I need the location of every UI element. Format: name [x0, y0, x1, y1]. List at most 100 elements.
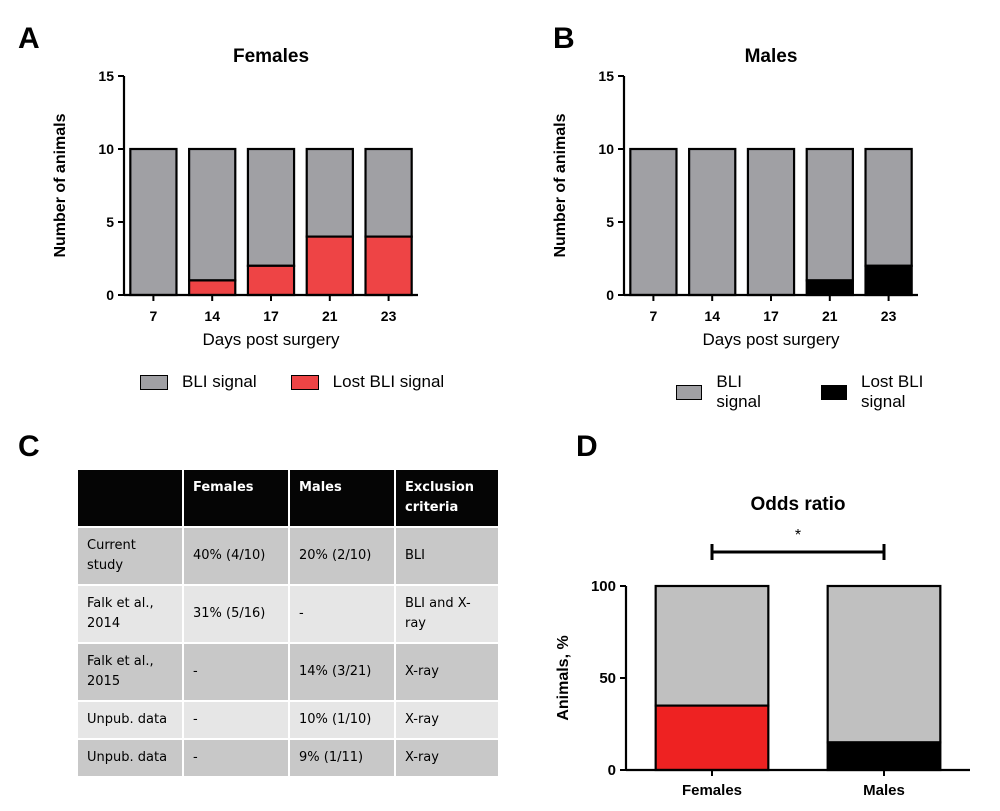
bar-segment-lost: [864, 264, 913, 297]
legend-females: BLI signal Lost BLI signal: [140, 372, 478, 392]
bar-segment-bli: [805, 147, 854, 282]
y-axis-title: Number of animals: [552, 113, 569, 257]
bar-segment-lost: [246, 264, 296, 297]
y-tick-label: 15: [98, 68, 114, 84]
table-cell: 40% (4/10): [182, 526, 290, 586]
bar-segment-bli: [629, 147, 678, 297]
y-axis-title: Number of animals: [52, 113, 69, 257]
y-tick-label: 50: [599, 670, 616, 687]
table-header-cell: Females: [182, 468, 290, 528]
x-tick-label: 17: [763, 308, 779, 324]
legend-swatch-bli: [676, 384, 703, 400]
chart-title: Males: [745, 46, 798, 67]
x-tick-label: Females: [682, 782, 742, 799]
x-tick-label: 23: [881, 308, 897, 324]
legend-item-bli: BLI signal: [676, 372, 787, 412]
bar-segment-lost: [805, 279, 854, 297]
legend-item-bli: BLI signal: [140, 372, 257, 392]
table-cell: -: [182, 738, 290, 778]
table-header-cell: Males: [288, 468, 396, 528]
table-cell: X-ray: [394, 738, 500, 778]
table-row: Unpub. data - 9% (1/11) X-ray: [76, 738, 500, 778]
legend-males: BLI signal Lost BLI signal: [676, 372, 1000, 412]
x-axis-title: Days post surgery: [203, 330, 340, 349]
y-tick-label: 10: [98, 141, 114, 157]
x-tick-label: 7: [650, 308, 658, 324]
table-cell: -: [288, 584, 396, 644]
table-cell: Falk et al., 2015: [76, 642, 184, 702]
legend-label-lost: Lost BLI signal: [332, 372, 445, 391]
table-header-row: Females Males Exclusion criteria: [76, 468, 500, 528]
bar-segment-bli: [246, 147, 296, 267]
significance-star: *: [795, 527, 801, 544]
legend-swatch-lost: [820, 384, 848, 400]
bar-segment-lost: [654, 704, 770, 772]
table-cell: -: [182, 700, 290, 740]
panel-label-d: D: [576, 430, 598, 463]
table-cell: 14% (3/21): [288, 642, 396, 702]
bar-segment-bli: [654, 584, 770, 707]
bar-segment-bli: [188, 147, 237, 282]
table-header-cell: Exclusion criteria: [394, 468, 500, 528]
table-cell: 31% (5/16): [182, 584, 290, 644]
table-cell: 10% (1/10): [288, 700, 396, 740]
y-axis-title: Animals, %: [555, 635, 572, 720]
bar-segment-bli: [826, 584, 942, 744]
bar-segment-bli: [364, 147, 413, 238]
table-cell: Unpub. data: [76, 700, 184, 740]
legend-item-lost: Lost BLI signal: [820, 372, 966, 412]
y-tick-label: 5: [106, 214, 114, 230]
table-cell: Current study: [76, 526, 184, 586]
bar-segment-bli: [864, 147, 913, 267]
y-tick-label: 5: [606, 214, 614, 230]
panel-label-a: A: [18, 22, 40, 55]
legend-label-bli: BLI signal: [716, 372, 761, 411]
x-axis-title: Days post surgery: [703, 330, 840, 349]
y-tick-label: 0: [608, 762, 616, 779]
panel-label-c: C: [18, 430, 40, 463]
table-cell: 9% (1/11): [288, 738, 396, 778]
x-tick-label: 7: [150, 308, 158, 324]
chart-title: Females: [233, 46, 309, 67]
table-row: Current study 40% (4/10) 20% (2/10) BLI: [76, 526, 500, 586]
bar-segment-lost: [305, 235, 354, 297]
x-tick-label: 23: [381, 308, 397, 324]
table-cell: 20% (2/10): [288, 526, 396, 586]
bar-segment-lost: [364, 235, 413, 297]
legend-label-bli: BLI signal: [182, 372, 257, 391]
table-cell: Falk et al., 2014: [76, 584, 184, 644]
legend-label-lost: Lost BLI signal: [861, 372, 924, 411]
table-cell: BLI and X-ray: [394, 584, 500, 644]
exclusion-table: Females Males Exclusion criteria Current…: [76, 468, 500, 778]
table-header-cell: [76, 468, 184, 528]
chart-title: Odds ratio: [750, 494, 845, 515]
bar-segment-lost: [826, 741, 942, 772]
y-tick-label: 15: [598, 68, 614, 84]
x-tick-label: 21: [822, 308, 838, 324]
y-tick-label: 10: [598, 141, 614, 157]
females-bar-chart: Females 7 14 17 21 23 0 5 10 15 Days post surgery N…: [52, 46, 418, 349]
x-tick-label: Males: [863, 782, 905, 799]
y-tick-label: 0: [606, 287, 614, 303]
table-row: Unpub. data - 10% (1/10) X-ray: [76, 700, 500, 740]
x-tick-label: 14: [204, 308, 220, 324]
table-cell: X-ray: [394, 642, 500, 702]
bar-segment-bli: [746, 147, 796, 297]
table-row: Falk et al., 2015 - 14% (3/21) X-ray: [76, 642, 500, 702]
bar-segment-bli: [688, 147, 737, 297]
table-cell: X-ray: [394, 700, 500, 740]
y-tick-label: 100: [591, 578, 616, 595]
table-cell: -: [182, 642, 290, 702]
table-cell: BLI: [394, 526, 500, 586]
panel-label-b: B: [553, 22, 575, 55]
males-bar-chart: Males 7 14 17 21 23 0 5 10 15 Days post surgery Num…: [552, 46, 918, 349]
bar-segment-bli: [305, 147, 354, 238]
bar-segment-lost: [188, 279, 237, 297]
table-cell: Unpub. data: [76, 738, 184, 778]
odds-ratio-chart: Odds ratio Females Males 0 50 100 Animals, % *: [555, 494, 970, 799]
y-tick-label: 0: [106, 287, 114, 303]
bar-segment-bli: [129, 147, 178, 297]
legend-swatch-lost: [290, 374, 319, 390]
legend-swatch-bli: [140, 374, 168, 390]
x-tick-label: 14: [704, 308, 720, 324]
